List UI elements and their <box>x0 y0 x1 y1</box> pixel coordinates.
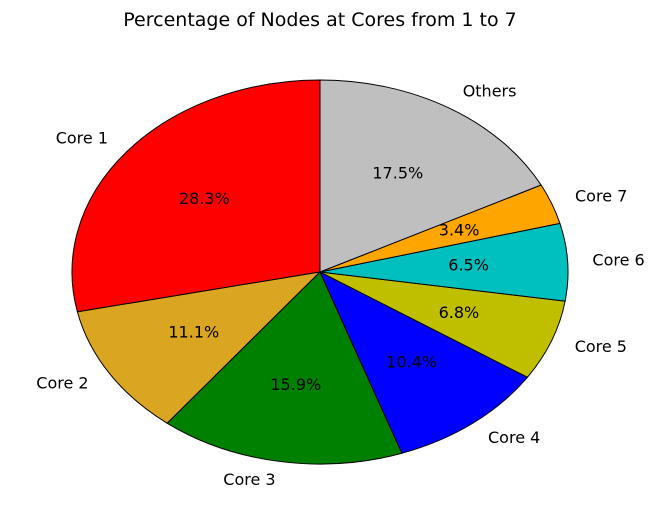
slice-label-core-2: Core 2 <box>36 373 88 392</box>
pct-label-others: 17.5% <box>372 163 423 182</box>
pct-label-core-3: 15.9% <box>270 375 321 394</box>
chart-title: Percentage of Nodes at Cores from 1 to 7 <box>123 9 516 31</box>
slice-label-core-1: Core 1 <box>56 129 108 148</box>
slice-label-core-5: Core 5 <box>575 337 627 356</box>
pie-slice-core-1 <box>71 79 321 313</box>
pie-labels: Core 1 28.3% Core 2 11.1% Core 3 15.9% Core 4 1… <box>36 82 644 489</box>
slice-label-core-4: Core 4 <box>488 428 540 447</box>
pct-label-core-1: 28.3% <box>179 189 230 208</box>
slice-label-core-3: Core 3 <box>223 470 275 489</box>
pie-slice-core-3 <box>166 271 403 465</box>
pct-label-core-5: 6.8% <box>439 303 480 322</box>
pct-label-core-7: 3.4% <box>439 221 480 240</box>
pie-slice-core-2 <box>76 271 321 424</box>
pie-slice-others <box>319 79 542 273</box>
pie-slices <box>71 79 569 465</box>
pct-label-core-4: 10.4% <box>386 352 437 371</box>
pie-slice-core-4 <box>319 271 528 454</box>
slice-label-others: Others <box>463 82 517 101</box>
pct-label-core-6: 6.5% <box>448 256 489 275</box>
slice-label-core-6: Core 6 <box>592 251 644 270</box>
pie-slice-core-5 <box>319 271 566 378</box>
slice-label-core-7: Core 7 <box>575 187 627 206</box>
pct-label-core-2: 11.1% <box>168 323 219 342</box>
